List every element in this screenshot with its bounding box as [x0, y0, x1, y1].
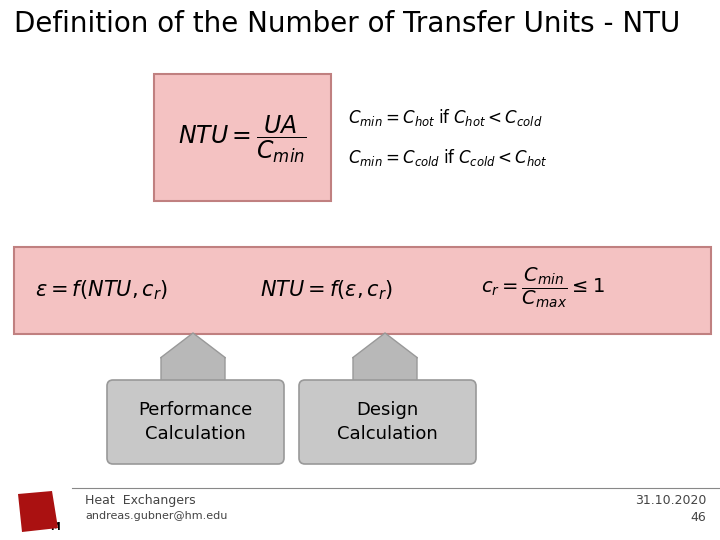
Text: Heat  Exchangers: Heat Exchangers [85, 494, 196, 507]
Text: 31.10.2020: 31.10.2020 [634, 494, 706, 507]
Text: $C_{min} = C_{cold}\;\mathrm{if}\;C_{cold} < C_{hot}$: $C_{min} = C_{cold}\;\mathrm{if}\;C_{col… [348, 147, 548, 168]
Text: Design
Calculation: Design Calculation [337, 401, 438, 443]
Text: $\varepsilon = f(NTU,c_r)$: $\varepsilon = f(NTU,c_r)$ [35, 279, 168, 302]
FancyBboxPatch shape [14, 247, 711, 334]
Text: $c_r = \dfrac{C_{min}}{C_{max}} \leq 1$: $c_r = \dfrac{C_{min}}{C_{max}} \leq 1$ [481, 265, 605, 310]
FancyBboxPatch shape [107, 380, 284, 464]
Polygon shape [18, 491, 58, 532]
Text: andreas.gubner@hm.edu: andreas.gubner@hm.edu [85, 511, 228, 521]
Text: $C_{min} = C_{hot}\;\mathrm{if}\;C_{hot} < C_{cold}$: $C_{min} = C_{hot}\;\mathrm{if}\;C_{hot}… [348, 107, 542, 129]
Polygon shape [161, 333, 225, 388]
FancyBboxPatch shape [299, 380, 476, 464]
Text: Definition of the Number of Transfer Units - NTU: Definition of the Number of Transfer Uni… [14, 10, 680, 38]
Text: M: M [50, 522, 60, 532]
Text: Performance
Calculation: Performance Calculation [138, 401, 253, 443]
Text: $NTU = \dfrac{UA}{C_{min}}$: $NTU = \dfrac{UA}{C_{min}}$ [178, 114, 307, 165]
Text: 46: 46 [690, 511, 706, 524]
Text: $NTU = f(\varepsilon,c_r)$: $NTU = f(\varepsilon,c_r)$ [260, 279, 393, 302]
FancyBboxPatch shape [154, 74, 331, 201]
Polygon shape [353, 333, 418, 388]
